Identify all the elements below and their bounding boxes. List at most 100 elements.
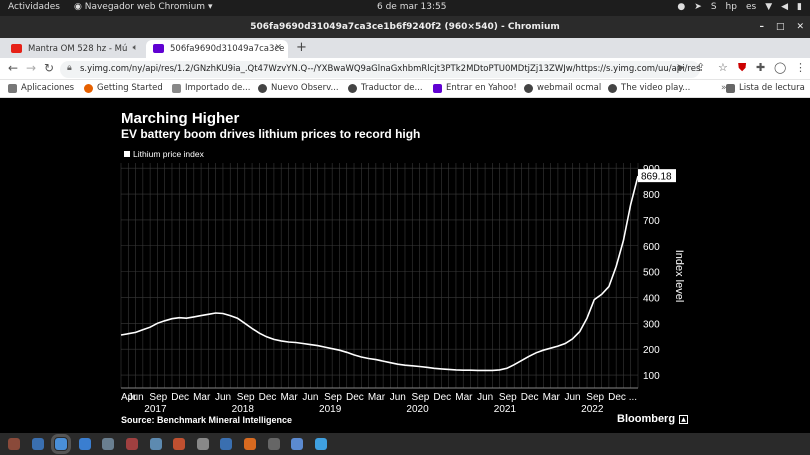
tab-label: Mantra OM 528 hz - Mú — [28, 44, 128, 54]
taskbar-app-13-icon[interactable] — [291, 438, 304, 450]
tab-image[interactable]: 506fa9690d31049a7ca3ce ✕ — [146, 40, 288, 58]
share-icon[interactable]: ⇪ — [696, 61, 706, 74]
bookmark-nuevo-observ[interactable]: Nuevo Observ... — [258, 83, 339, 93]
taskbar-app-11-icon[interactable] — [244, 438, 256, 450]
y-tick-label: 100 — [643, 371, 660, 382]
folder-icon — [172, 84, 181, 93]
profile-avatar-icon[interactable]: ◯ — [774, 61, 787, 74]
youtube-icon — [11, 44, 22, 53]
bookmark-label: Getting Started — [97, 83, 163, 93]
tab-label: 506fa9690d31049a7ca3ce — [170, 44, 285, 54]
send-icon[interactable]: ➤ — [676, 61, 686, 74]
minimize-icon[interactable]: – — [759, 22, 764, 32]
telegram-icon[interactable]: ➤ — [694, 2, 702, 12]
x-year-label: 2018 — [232, 404, 255, 415]
x-tick-label: Apr — [121, 392, 137, 403]
taskbar-app-3-icon[interactable] — [51, 434, 72, 454]
taskbar-app-6-icon[interactable] — [126, 438, 138, 450]
taskbar-app-14-icon[interactable] — [314, 438, 327, 450]
chart-source: Source: Benchmark Mineral Intelligence — [121, 415, 293, 425]
taskbar-app-1-icon[interactable] — [8, 438, 20, 450]
x-tick-label: Mar — [368, 392, 386, 403]
bloomberg-logo: Bloomberg — [617, 413, 676, 425]
extensions-puzzle-icon[interactable]: ✚ — [756, 61, 766, 74]
bookmark-yahoo[interactable]: Entrar en Yahoo! — [433, 83, 517, 93]
x-year-label: 2017 — [144, 404, 167, 415]
wifi-icon[interactable]: ▼ — [765, 2, 773, 12]
skype-icon[interactable]: S — [710, 2, 717, 12]
bookmark-getting-started[interactable]: Getting Started — [84, 83, 163, 93]
bookmark-importado[interactable]: Importado de... — [172, 83, 250, 93]
bookmark-webmail[interactable]: webmail ocmal — [524, 83, 601, 93]
x-year-label: 2021 — [494, 404, 517, 415]
globe-icon — [258, 84, 267, 93]
taskbar-app-9-icon[interactable] — [196, 438, 209, 450]
reload-icon[interactable]: ↻ — [44, 61, 55, 75]
x-tick-label: Mar — [455, 392, 473, 403]
bookmark-label: Lista de lectura — [739, 83, 805, 93]
new-tab-button[interactable]: + — [296, 40, 307, 55]
tab-youtube[interactable]: Mantra OM 528 hz - Mú 🔈︎ — [4, 40, 144, 58]
back-icon[interactable]: ← — [8, 61, 19, 75]
speaker-icon[interactable]: 🔈︎ — [132, 43, 138, 53]
maximize-icon[interactable]: □ — [775, 22, 785, 32]
x-tick-label: Sep — [149, 392, 167, 403]
activities-button[interactable]: Actividades — [8, 2, 60, 12]
notification-icon[interactable]: ● — [677, 2, 686, 12]
x-tick-label: Dec ... — [608, 392, 637, 403]
y-tick-label: 300 — [643, 319, 660, 330]
reading-list[interactable]: Lista de lectura — [726, 83, 805, 93]
close-tab-icon[interactable]: ✕ — [274, 43, 282, 53]
firefox-icon — [84, 84, 93, 93]
x-tick-label: Sep — [499, 392, 517, 403]
y-tick-label: 800 — [643, 190, 660, 201]
bookmark-video-player[interactable]: The video play... — [608, 83, 690, 93]
bloomberg-square-icon: ▲ — [679, 415, 688, 424]
chromium-icon: ◉ — [74, 2, 82, 12]
x-tick-label: Jun — [128, 392, 144, 403]
address-bar[interactable]: 🔒︎ s.yimg.com/ny/api/res/1.2/GNzhKU9ia_.… — [60, 61, 700, 78]
y-tick-label: 500 — [643, 268, 660, 279]
hp-icon[interactable]: hp — [725, 2, 737, 12]
x-tick-label: Jun — [477, 392, 493, 403]
close-window-icon[interactable]: ✕ — [796, 22, 804, 32]
reading-list-icon — [726, 84, 735, 93]
volume-icon[interactable]: ◀ — [781, 2, 789, 12]
bookmark-star-icon[interactable]: ☆ — [718, 61, 728, 74]
legend-swatch — [124, 151, 130, 157]
x-tick-label: Sep — [324, 392, 342, 403]
bookmark-label: The video play... — [621, 83, 691, 93]
bookmark-apps[interactable]: Aplicaciones — [8, 83, 74, 93]
callout-box — [638, 169, 676, 183]
extension-shield-icon[interactable]: ⛊ — [738, 61, 747, 74]
taskbar-app-10-icon[interactable] — [220, 438, 233, 450]
bookmark-label: Nuevo Observ... — [271, 83, 339, 93]
x-year-label: 2022 — [581, 404, 604, 415]
menu-kebab-icon[interactable]: ⋮ — [795, 61, 806, 74]
app-menu[interactable]: ◉ Navegador web Chromium ▾ — [74, 2, 212, 12]
chart-title: Marching Higher — [121, 110, 240, 127]
bookmarks-bar: Aplicaciones Getting Started Importado d… — [0, 80, 810, 98]
forward-icon[interactable]: → — [26, 61, 37, 75]
chart-legend: Lithium price index — [124, 149, 204, 159]
language-label[interactable]: es — [745, 2, 757, 12]
lock-icon: 🔒︎ — [67, 63, 72, 73]
system-tray[interactable]: ● ➤ S hp es ▼ ◀ ▮ — [677, 2, 802, 12]
x-tick-label: Mar — [280, 392, 298, 403]
clock[interactable]: 6 de mar 13:55 — [377, 2, 447, 12]
bookmark-traductor[interactable]: Traductor de... — [348, 83, 423, 93]
x-tick-label: Jun — [302, 392, 318, 403]
taskbar-app-2-icon[interactable] — [31, 438, 44, 450]
taskbar-app-4-icon[interactable] — [78, 438, 91, 450]
taskbar-app-7-icon[interactable] — [149, 438, 162, 450]
battery-icon[interactable]: ▮ — [797, 2, 802, 12]
taskbar-app-5-icon[interactable] — [102, 438, 115, 450]
x-year-label: 2020 — [406, 404, 429, 415]
y-tick-label: 200 — [643, 345, 660, 356]
taskbar-app-12-icon[interactable] — [267, 438, 280, 450]
bookmark-label: webmail ocmal — [537, 83, 602, 93]
bookmarks-more-icon[interactable]: » — [721, 83, 727, 93]
window-title: 506fa9690d31049a7ca3ce1b6f9240f2 (960×54… — [250, 22, 560, 32]
taskbar-app-8-icon[interactable] — [173, 438, 186, 450]
y-tick-label: 400 — [643, 293, 660, 304]
